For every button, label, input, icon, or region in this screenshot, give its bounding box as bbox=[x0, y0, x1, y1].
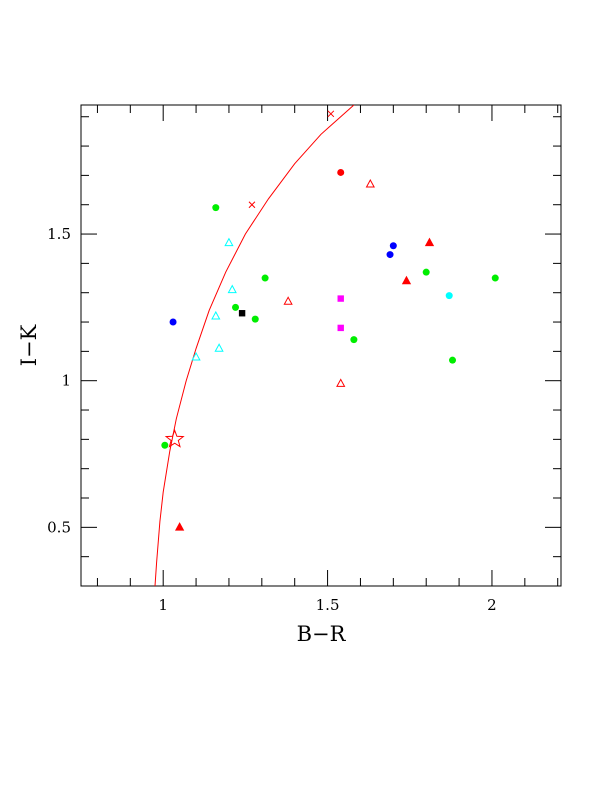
data-points bbox=[161, 168, 499, 531]
x-axis-label: B−R bbox=[297, 622, 347, 646]
y-axis-label: I−K bbox=[17, 324, 41, 366]
x-tick-label: 1 bbox=[158, 596, 168, 614]
data-point-triangle-open bbox=[224, 237, 234, 247]
tick-labels: 1 1.5 2 0.5 1 1.5 bbox=[47, 225, 497, 614]
data-point-circle bbox=[350, 336, 358, 344]
data-point-circle bbox=[422, 268, 430, 276]
data-point-triangle-open bbox=[283, 296, 293, 305]
data-point-circle bbox=[386, 251, 394, 259]
x-tick-label: 2 bbox=[487, 596, 497, 614]
curve-markers bbox=[164, 110, 335, 448]
model-curve bbox=[154, 105, 355, 586]
data-point-circle bbox=[161, 441, 169, 449]
y-tick-label: 0.5 bbox=[47, 518, 71, 536]
data-point-circle bbox=[389, 242, 397, 250]
cross-marker bbox=[327, 110, 335, 118]
data-point-triangle-open bbox=[214, 343, 224, 352]
data-point-triangle-open bbox=[227, 284, 237, 294]
data-point-circle bbox=[337, 168, 345, 176]
data-point-circle bbox=[491, 274, 499, 282]
data-point-square bbox=[337, 295, 344, 302]
data-point-circle bbox=[445, 292, 453, 300]
data-point-circle bbox=[169, 318, 177, 326]
y-tick-label: 1 bbox=[61, 372, 71, 390]
data-point-triangle-filled bbox=[401, 275, 412, 285]
data-point-circle bbox=[232, 303, 240, 311]
data-point-circle bbox=[261, 274, 269, 282]
plot-frame bbox=[80, 104, 562, 587]
data-point-circle bbox=[449, 356, 457, 364]
data-point-square bbox=[337, 324, 344, 332]
data-point-triangle-open bbox=[336, 378, 346, 387]
data-point-circle bbox=[212, 204, 220, 212]
data-point-triangle-open bbox=[211, 310, 221, 320]
axis-ticks bbox=[81, 105, 561, 587]
cross-marker bbox=[248, 201, 256, 209]
data-point-square bbox=[238, 310, 246, 317]
data-point-triangle-filled bbox=[424, 237, 435, 247]
data-point-circle bbox=[251, 315, 259, 323]
data-point-triangle-open bbox=[365, 178, 375, 188]
x-tick-label: 1.5 bbox=[316, 596, 340, 614]
data-point-triangle-open bbox=[191, 351, 201, 361]
y-tick-label: 1.5 bbox=[47, 225, 71, 243]
star-marker bbox=[164, 428, 185, 448]
data-point-triangle-filled bbox=[174, 522, 185, 531]
